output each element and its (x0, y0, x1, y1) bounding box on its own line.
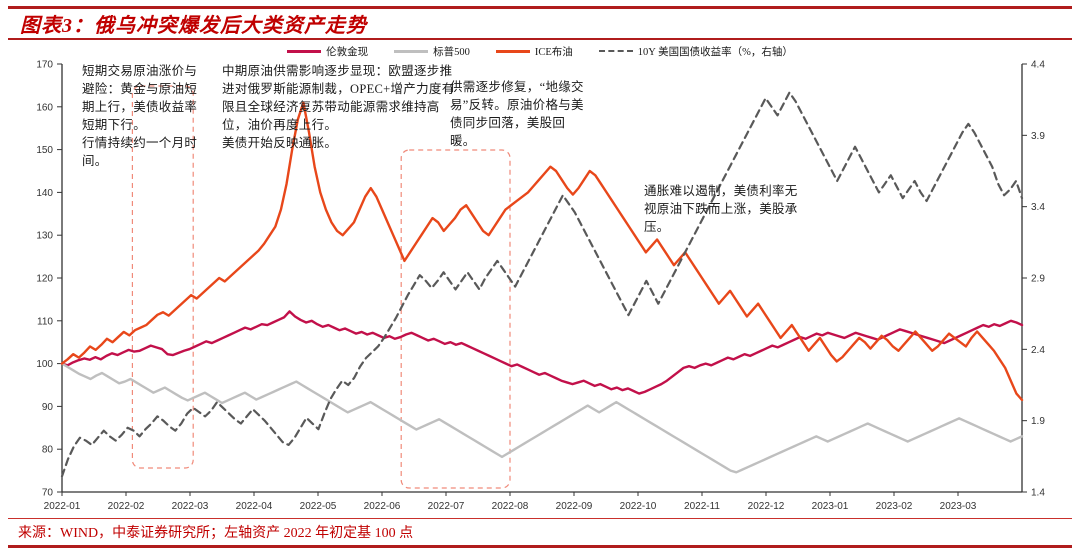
series-line (60, 362, 1024, 474)
legend-label: 10Y 美国国债收益率（%，右轴） (637, 46, 793, 58)
source-note: 来源：WIND，中泰证券研究所；左轴资产 2022 年初定基 100 点 (18, 526, 414, 541)
right-axis-tick-label: 3.9 (1031, 131, 1045, 142)
series-line (60, 101, 1024, 402)
left-axis-tick-label: 160 (36, 102, 53, 113)
x-axis-tick-label: 2022-11 (684, 501, 720, 510)
legend-label: 标普500 (433, 46, 470, 58)
left-axis-tick-label: 80 (42, 445, 54, 456)
figure-title-bar: 图表3：俄乌冲突爆发后大类资产走势 (8, 6, 1072, 40)
legend-swatch-icon (598, 50, 633, 52)
legend-swatch-icon (394, 49, 429, 53)
x-axis-tick-label: 2022-08 (492, 501, 529, 510)
highlight-box (400, 149, 511, 489)
right-axis-tick-label: 2.4 (1031, 345, 1045, 356)
right-axis-tick-label: 2.9 (1031, 274, 1045, 285)
chart-svg: 70 80 90 100 110 120 130 140 150 160 170 1.4 1.9 2.4 2… (36, 60, 1045, 511)
legend-item[interactable]: ICE布油 (495, 44, 573, 59)
left-axis-tick-label: 150 (36, 145, 53, 156)
series-line (60, 91, 1024, 478)
x-axis-tick-label: 2022-09 (556, 501, 593, 510)
chart-legend: 伦敦金现 标普500 ICE布油 10Y 美国国债收益率（%，右轴） (0, 43, 1080, 59)
left-axis-tick-label: 170 (36, 60, 53, 71)
left-axis-tick-label: 100 (36, 359, 53, 370)
annotation-short-term: 短期交易原油涨价与避险：黄金与原油短期上行，美债收益率短期下行。 行情持续约一个… (82, 64, 198, 168)
left-axis-tick-label: 130 (36, 231, 53, 242)
figure-source-bar: 来源：WIND，中泰证券研究所；左轴资产 2022 年初定基 100 点 (8, 518, 1072, 548)
x-axis-tick-label: 2022-01 (44, 501, 81, 510)
annotation-mid-term: 中期原油供需影响逐步显现：欧盟逐步推进对俄罗斯能源制裁，OPEC+增产力度有限且… (222, 64, 455, 150)
x-axis-tick-label: 2022-06 (364, 501, 401, 510)
x-axis-tick-label: 2022-10 (620, 501, 657, 510)
plot-area: 70 80 90 100 110 120 130 140 150 160 170 1.4 1.9 2.4 2… (0, 58, 1080, 511)
x-axis-tick-label: 2022-05 (300, 501, 337, 510)
right-axis-tick-label: 3.4 (1031, 202, 1045, 213)
legend-label: ICE布油 (534, 46, 573, 58)
highlight-box (131, 85, 194, 469)
legend-item[interactable]: 标普500 (394, 44, 470, 59)
left-axis-tick-label: 110 (37, 316, 53, 327)
x-axis-tick-label: 2022-03 (172, 501, 209, 510)
left-axis-tick-label: 120 (36, 274, 53, 285)
left-axis-tick-label: 90 (42, 402, 54, 413)
right-axis-tick-label: 1.4 (1031, 488, 1045, 499)
x-axis-tick-label: 2022-04 (236, 501, 273, 510)
annotation-inflation: 通胀难以遏制，美债利率无视原油下跌而上涨，美股承压。 (644, 184, 798, 234)
annotation-recovery: 供需逐步修复，“地缘交易”反转。原油价格与美债同步回落，美股回暖。 (450, 80, 584, 148)
legend-item[interactable]: 10Y 美国国债收益率（%，右轴） (598, 44, 793, 59)
x-axis-tick-label: 2022-12 (748, 501, 785, 510)
x-axis-tick-label: 2023-03 (940, 501, 977, 510)
series-line (60, 310, 1024, 395)
legend-swatch-icon (495, 49, 530, 53)
left-axis-tick-label: 140 (36, 188, 53, 199)
legend-swatch-icon (287, 49, 322, 53)
right-axis-tick-label: 1.9 (1031, 416, 1045, 427)
left-axis-tick-label: 70 (42, 488, 54, 499)
right-axis-tick-label: 4.4 (1031, 60, 1045, 71)
x-axis-tick-label: 2022-02 (108, 501, 145, 510)
x-axis-tick-label: 2023-01 (812, 501, 849, 510)
page-title: 图表3：俄乌冲突爆发后大类资产走势 (20, 15, 367, 37)
legend-label: 伦敦金现 (326, 46, 369, 58)
x-axis-tick-label: 2023-02 (876, 501, 913, 510)
x-axis-tick-label: 2022-07 (428, 501, 465, 510)
legend-item[interactable]: 伦敦金现 (287, 44, 368, 59)
